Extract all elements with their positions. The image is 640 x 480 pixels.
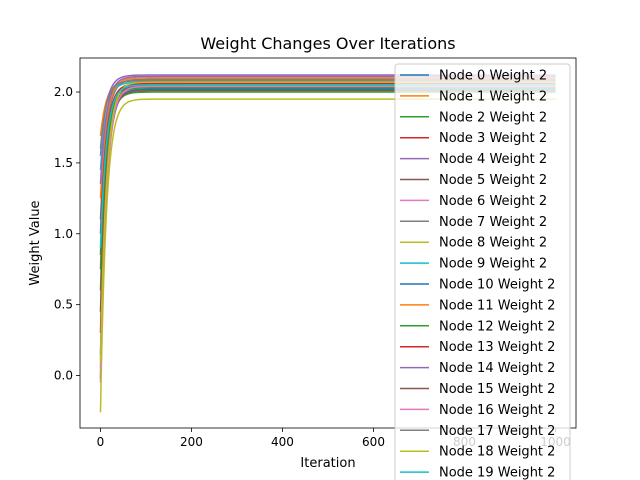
legend-entry: Node 15 Weight 2 (439, 382, 555, 397)
y-tick-label: 2.0 (54, 85, 73, 99)
series-line-11 (99, 77, 556, 199)
legend-entry: Node 18 Weight 2 (439, 445, 555, 460)
series-line-8 (99, 98, 556, 413)
series-line-14 (99, 75, 556, 185)
legend-entry: Node 7 Weight 2 (439, 215, 547, 230)
y-tick-label: 1.0 (54, 227, 73, 241)
legend-entry: Node 10 Weight 2 (439, 278, 555, 293)
legend-entry: Node 12 Weight 2 (439, 319, 555, 334)
legend-entry: Node 11 Weight 2 (439, 298, 555, 313)
series-line-18 (99, 81, 556, 362)
chart-title: Weight Changes Over Iterations (200, 34, 455, 53)
series-line-19 (99, 84, 556, 248)
x-tick-label: 400 (271, 435, 294, 449)
legend-entry: Node 6 Weight 2 (439, 194, 547, 209)
legend-entry: Node 4 Weight 2 (439, 152, 547, 167)
legend-entry: Node 1 Weight 2 (439, 89, 547, 104)
legend-entry: Node 2 Weight 2 (439, 110, 547, 125)
legend-entry: Node 3 Weight 2 (439, 131, 547, 146)
x-tick-label: 200 (180, 435, 203, 449)
legend-entry: Node 14 Weight 2 (439, 361, 555, 376)
legend-entry: Node 8 Weight 2 (439, 236, 547, 251)
legend-entry: Node 9 Weight 2 (439, 257, 547, 272)
y-tick-label: 0.0 (54, 369, 73, 383)
axes-frame (79, 57, 577, 429)
legend-entry: Node 5 Weight 2 (439, 173, 547, 188)
legend-entry: Node 0 Weight 2 (439, 69, 547, 84)
series-lines (99, 74, 556, 413)
series-line-17 (99, 79, 556, 149)
legend-box (394, 63, 571, 480)
y-axis-ticks: 0.0 0.5 1.0 1.5 2.0 (54, 85, 80, 383)
legend-entry: Node 13 Weight 2 (439, 340, 555, 355)
legend-entry: Node 17 Weight 2 (439, 424, 555, 439)
y-tick-label: 0.5 (54, 298, 73, 312)
x-tick-label: 600 (362, 435, 385, 449)
legend-entry: Node 19 Weight 2 (439, 466, 555, 480)
y-tick-label: 1.5 (54, 156, 73, 170)
x-axis-label: Iteration (300, 456, 355, 471)
x-tick-label: 0 (97, 435, 105, 449)
y-axis-label: Weight Value (28, 200, 43, 285)
legend-entry: Node 16 Weight 2 (439, 403, 555, 418)
legend: Node 0 Weight 2 Node 1 Weight 2 Node 2 Wei… (394, 63, 571, 480)
